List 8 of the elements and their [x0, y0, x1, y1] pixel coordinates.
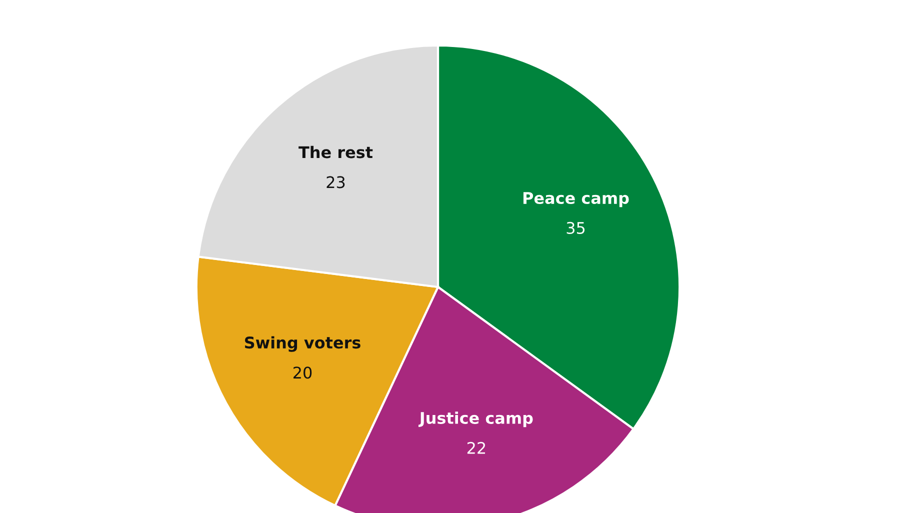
- slice-label: The rest: [298, 146, 373, 158]
- data-label: 35: [566, 222, 585, 234]
- slice-label: Swing voters: [244, 336, 360, 352]
- slice-label: Justice camp: [418, 412, 533, 428]
- data-label: 22: [467, 442, 486, 454]
- slice-label: Peace camp: [523, 192, 629, 208]
- data-label: 20: [294, 366, 312, 379]
- data-label: 23: [326, 176, 345, 188]
